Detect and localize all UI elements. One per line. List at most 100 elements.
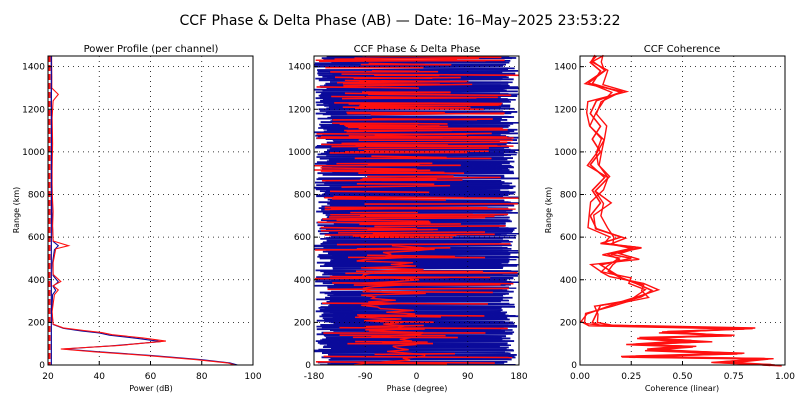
panel-phase-xlabel: Phase (degree) (387, 384, 448, 393)
coherence-xtick-label: 0.25 (621, 372, 641, 382)
delta-phase-trace (360, 178, 437, 181)
phase-ytick-label: 1400 (288, 63, 311, 73)
delta-phase-trace (334, 102, 503, 105)
delta-phase-trace (336, 219, 429, 223)
delta-phase-trace (343, 83, 473, 87)
delta-phase-trace (316, 132, 467, 136)
panel-power-plot (48, 55, 238, 366)
delta-phase-trace (321, 143, 449, 146)
phase-trace (330, 115, 512, 118)
delta-phase-trace (358, 147, 489, 150)
delta-phase-trace (322, 302, 488, 305)
delta-phase-trace (315, 361, 495, 364)
phase-trace (322, 174, 505, 177)
delta-phase-trace (321, 179, 463, 182)
delta-phase-trace (338, 231, 485, 234)
panel-coherence-frame (579, 55, 786, 366)
delta-phase-trace (344, 129, 508, 132)
phase-xtick-label: 180 (510, 372, 527, 382)
panel-power-ylabel: Range (km) (12, 187, 21, 234)
delta-phase-trace (364, 324, 424, 328)
power-ytick-label: 0 (39, 361, 45, 371)
panel-coherence-ticks: 0.00 0.25 0.50 0.75 1.00 0 200 400 600 800 1000 120… (554, 63, 795, 382)
power-xtick-label: 40 (94, 372, 106, 382)
delta-phase-trace (331, 197, 446, 201)
delta-phase-trace (320, 170, 445, 174)
panel-coherence: CCF Coherence 0.00 0.25 0.50 0.75 1.00 0 200 40… (544, 44, 795, 393)
phase-ytick-label: 800 (294, 191, 311, 201)
delta-phase-trace (371, 118, 478, 121)
power-ytick-label: 1400 (22, 63, 45, 73)
phase-trace (327, 285, 510, 289)
phase-ytick-label: 400 (294, 276, 311, 286)
delta-phase-trace (316, 86, 419, 89)
delta-phase-trace (342, 82, 440, 86)
panel-power-frame (47, 55, 254, 366)
power-ytick-label: 1200 (22, 105, 45, 115)
panel-coherence-plot (580, 54, 782, 367)
panel-phase-title: CCF Phase & Delta Phase (354, 44, 481, 55)
power-ytick-label: 200 (28, 318, 45, 328)
delta-phase-trace (320, 226, 417, 230)
delta-phase-trace (341, 141, 508, 145)
delta-phase-trace (374, 225, 506, 228)
delta-phase-trace (357, 314, 485, 317)
panel-power-grid (48, 56, 253, 365)
phase-trace (318, 201, 519, 205)
delta-phase-trace (362, 176, 501, 180)
panel-coherence-title: CCF Coherence (644, 44, 721, 55)
delta-phase-trace (320, 167, 417, 170)
coherence-ytick-label: 1400 (554, 63, 577, 73)
power-xtick-label: 100 (244, 372, 261, 382)
phase-trace (314, 181, 513, 185)
delta-phase-trace (332, 282, 514, 285)
phase-trace (326, 300, 501, 303)
panel-coherence-ylabel: Range (km) (544, 187, 553, 234)
coherence-xtick-label: 0.00 (570, 372, 590, 382)
delta-phase-trace (317, 221, 431, 225)
power-ytick-label: 800 (28, 191, 45, 201)
coherence-band-line (580, 55, 771, 367)
delta-phase-trace (341, 73, 519, 77)
panel-phase-grid (314, 56, 519, 365)
phase-xtick-label: -180 (304, 372, 325, 382)
delta-phase-trace (315, 248, 435, 251)
phase-trace (322, 351, 511, 355)
coherence-band-line (583, 54, 774, 366)
panel-coherence-xlabel: Coherence (linear) (645, 384, 719, 393)
phase-ytick-label: 200 (294, 318, 311, 328)
delta-phase-trace (341, 184, 451, 188)
coherence-series-1-line (589, 55, 775, 366)
power-series-1-line (50, 55, 238, 366)
phase-ytick-label: 0 (305, 361, 311, 371)
delta-phase-trace (371, 155, 447, 159)
phase-ytick-label: 1200 (288, 105, 311, 115)
phase-trace (314, 61, 510, 65)
delta-phase-trace (332, 122, 448, 125)
delta-phase-trace (348, 135, 508, 138)
panel-power: Power Profile (per channel) 20 40 60 80 1000… (12, 44, 262, 393)
delta-phase-trace (367, 254, 455, 258)
power-xtick-label: 80 (196, 372, 208, 382)
delta-phase-trace (333, 195, 464, 199)
panel-phase-ticks: -180 -90 0 90 180 0 200 400 600 800 1000 1200 1400 (288, 63, 528, 382)
phase-xtick-label: 0 (414, 372, 420, 382)
panel-power-xlabel: Power (dB) (129, 384, 173, 393)
delta-phase-trace (320, 136, 443, 139)
coherence-xtick-label: 0.75 (724, 372, 744, 382)
power-ytick-label: 400 (28, 276, 45, 286)
phase-ytick-label: 1000 (288, 148, 311, 158)
panel-phase-plot (314, 56, 519, 365)
coherence-xtick-label: 1.00 (775, 372, 795, 382)
power-xtick-label: 60 (145, 372, 157, 382)
phase-trace (329, 75, 507, 78)
delta-phase-zigzag (353, 245, 433, 365)
delta-phase-trace (345, 272, 518, 275)
coherence-ytick-label: 400 (560, 276, 577, 286)
delta-phase-trace (355, 107, 484, 111)
delta-phase-trace (356, 246, 451, 250)
delta-phase-trace (364, 150, 450, 154)
phase-trace (329, 200, 511, 204)
